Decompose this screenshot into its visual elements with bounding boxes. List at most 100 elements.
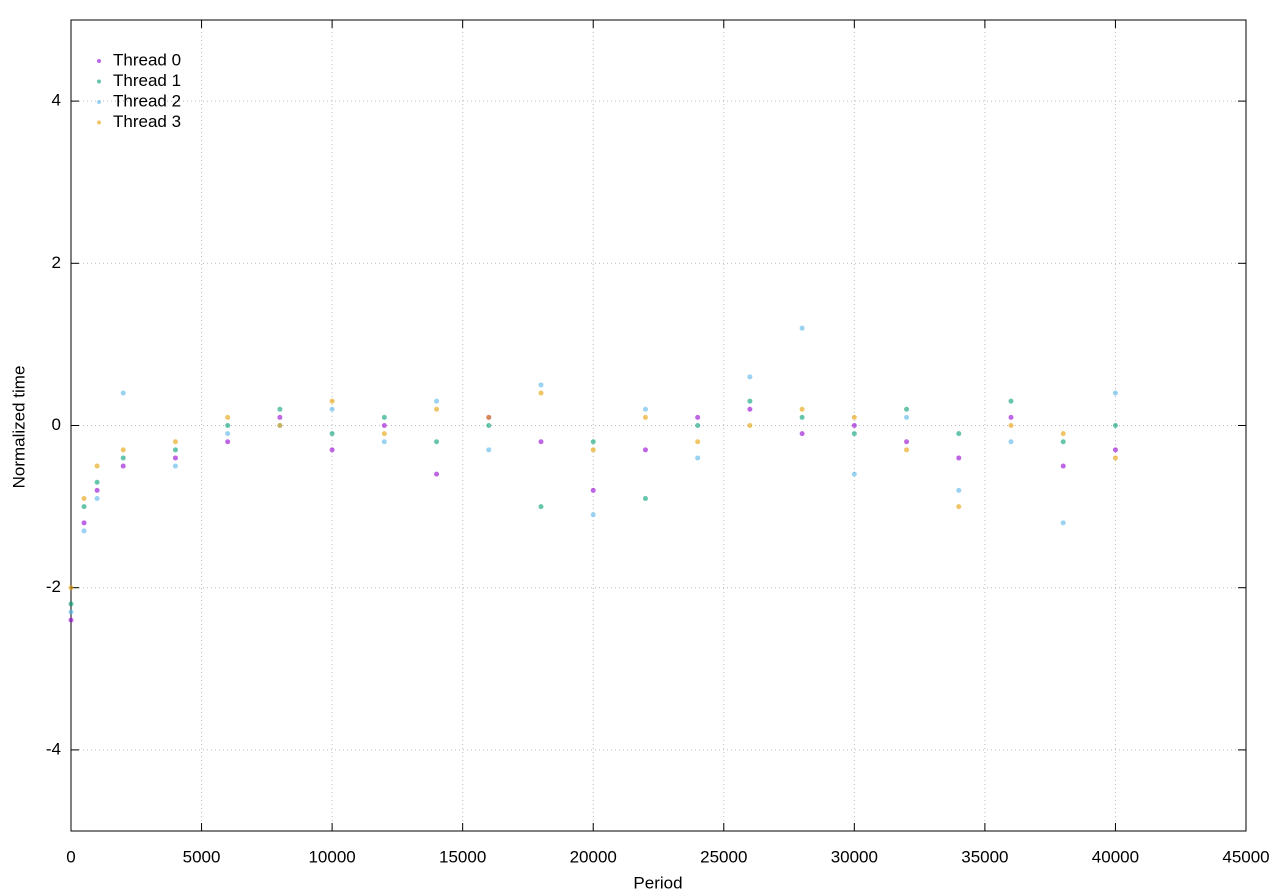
point xyxy=(434,471,440,477)
point xyxy=(799,414,805,420)
x-tick-label: 0 xyxy=(66,847,75,866)
point xyxy=(904,414,910,420)
legend-marker xyxy=(97,59,101,63)
y-tick-label: -4 xyxy=(46,739,61,758)
point xyxy=(695,455,701,461)
point xyxy=(1112,423,1118,428)
point xyxy=(381,431,387,437)
point xyxy=(695,414,701,420)
legend-label: Thread 1 xyxy=(113,71,181,90)
point xyxy=(1060,463,1066,469)
point xyxy=(538,390,544,396)
point xyxy=(172,439,178,445)
point xyxy=(799,431,805,437)
point xyxy=(747,374,753,380)
point xyxy=(956,504,962,510)
point xyxy=(81,495,87,501)
y-axis-label: Normalized time xyxy=(9,366,28,489)
point xyxy=(1060,431,1066,437)
legend-marker xyxy=(97,100,101,104)
point xyxy=(1060,520,1066,526)
point xyxy=(904,406,910,412)
point xyxy=(1060,439,1066,445)
point xyxy=(642,414,648,420)
point xyxy=(590,487,596,493)
point xyxy=(747,406,753,412)
point xyxy=(81,520,87,526)
point xyxy=(904,439,910,445)
point xyxy=(538,504,544,510)
point xyxy=(1008,423,1014,428)
point xyxy=(538,439,544,445)
point xyxy=(225,423,231,428)
point xyxy=(329,398,335,404)
point xyxy=(68,601,74,607)
point xyxy=(956,431,962,437)
point xyxy=(94,495,100,501)
point xyxy=(851,471,857,477)
point xyxy=(68,609,74,615)
point xyxy=(381,414,387,420)
point xyxy=(172,447,178,453)
point xyxy=(1008,414,1014,420)
point xyxy=(695,423,701,428)
x-tick-label: 25000 xyxy=(700,847,747,866)
point xyxy=(799,325,805,331)
point xyxy=(120,390,126,396)
point xyxy=(486,447,492,453)
x-tick-label: 40000 xyxy=(1092,847,1139,866)
x-tick-label: 35000 xyxy=(961,847,1008,866)
point xyxy=(434,398,440,404)
point xyxy=(851,423,857,428)
point xyxy=(747,398,753,404)
point xyxy=(904,447,910,453)
point xyxy=(329,431,335,437)
point xyxy=(1112,455,1118,461)
point xyxy=(225,414,231,420)
point xyxy=(486,414,492,420)
point xyxy=(590,447,596,453)
point xyxy=(277,414,283,420)
x-tick-label: 30000 xyxy=(831,847,878,866)
point xyxy=(642,495,648,501)
point xyxy=(68,585,74,591)
point xyxy=(747,423,753,428)
point xyxy=(851,431,857,437)
legend-label: Thread 3 xyxy=(113,112,181,131)
point xyxy=(94,463,100,469)
y-tick-label: 0 xyxy=(52,415,61,434)
point xyxy=(590,439,596,445)
point xyxy=(120,463,126,469)
point xyxy=(1112,390,1118,396)
point xyxy=(120,447,126,453)
point xyxy=(434,406,440,412)
x-axis-label: Period xyxy=(633,873,682,892)
point xyxy=(94,479,100,485)
point xyxy=(381,439,387,445)
point xyxy=(277,423,283,428)
legend-marker xyxy=(97,79,101,84)
legend-marker xyxy=(97,120,101,125)
point xyxy=(642,447,648,453)
point xyxy=(172,455,178,461)
plot-frame xyxy=(70,19,1247,832)
point xyxy=(590,512,596,518)
point xyxy=(956,487,962,493)
point xyxy=(851,414,857,420)
point xyxy=(381,423,387,428)
x-tick-label: 20000 xyxy=(570,847,617,866)
point xyxy=(538,382,544,388)
x-tick-label: 15000 xyxy=(439,847,486,866)
point xyxy=(225,431,231,437)
y-tick-label: 4 xyxy=(52,91,61,110)
point xyxy=(277,406,283,412)
point xyxy=(329,406,335,412)
point xyxy=(172,463,178,469)
point xyxy=(68,617,74,623)
x-tick-label: 45000 xyxy=(1222,847,1269,866)
legend-label: Thread 2 xyxy=(113,91,181,110)
point xyxy=(434,439,440,445)
point xyxy=(486,423,492,428)
legend-label: Thread 0 xyxy=(113,50,181,69)
